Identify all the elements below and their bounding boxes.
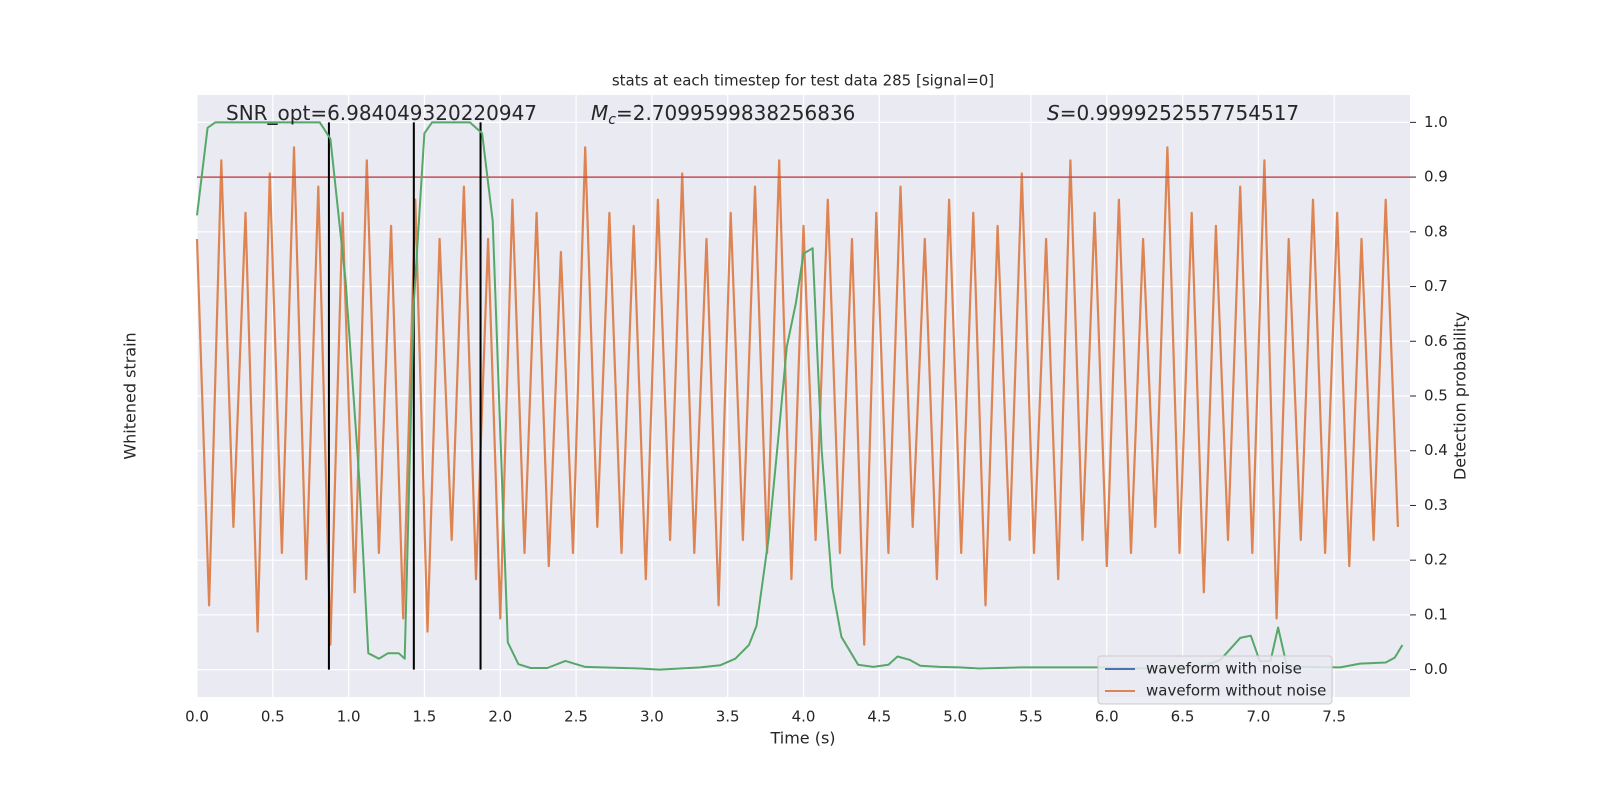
annotation-text: SNR_opt=6.984049320220947: [226, 101, 537, 125]
y2-axis-label: Detection probability: [1451, 312, 1470, 480]
x-tick-label: 7.0: [1246, 708, 1270, 726]
annotation: Mc=2.7099599838256836: [591, 101, 855, 129]
chart-title: stats at each timestep for test data 285…: [612, 72, 994, 90]
annotation: SNR_opt=6.984049320220947: [226, 101, 537, 125]
annotation-text: =2.7099599838256836: [616, 101, 855, 125]
x-tick-label: 5.5: [1019, 708, 1043, 726]
y2-tick-label: 0.0: [1424, 660, 1448, 678]
annotation-symbol: M: [591, 101, 608, 125]
legend-box: [1097, 655, 1333, 705]
waveform-line: [195, 146, 1399, 646]
x-tick-label: 1.5: [413, 708, 437, 726]
annotation: S=0.9999252557754517: [1047, 101, 1299, 125]
x-tick-label: 2.0: [488, 708, 512, 726]
x-tick-label: 3.5: [716, 708, 740, 726]
x-tick-label: 6.5: [1171, 708, 1195, 726]
x-axis-label: Time (s): [769, 729, 835, 748]
x-tick-label: 6.0: [1095, 708, 1119, 726]
legend-label: waveform without noise: [1146, 682, 1326, 700]
x-tick-label: 4.0: [792, 708, 816, 726]
x-tick-label: 3.0: [640, 708, 664, 726]
x-tick-label: 0.0: [185, 708, 209, 726]
x-tick-label: 7.5: [1322, 708, 1346, 726]
y2-tick-label: 0.6: [1424, 332, 1448, 350]
annotation-symbol: S: [1047, 101, 1060, 125]
annotation-text: =0.9999252557754517: [1060, 101, 1299, 125]
x-tick-label: 2.5: [564, 708, 588, 726]
y2-tick-label: 0.1: [1424, 605, 1448, 623]
probability-line: [196, 121, 1404, 671]
x-tick-label: 5.0: [943, 708, 967, 726]
x-tick-label: 4.5: [867, 708, 891, 726]
legend-label: waveform with noise: [1146, 660, 1302, 678]
y2-tick-label: 0.7: [1424, 277, 1448, 295]
y2-tick-label: 0.4: [1424, 441, 1448, 459]
y2-tick-label: 0.5: [1424, 387, 1448, 405]
y2-tick-label: 0.8: [1424, 222, 1448, 240]
y2-tick-label: 0.3: [1424, 496, 1448, 514]
annotation-subscript: c: [608, 112, 616, 128]
x-tick-label: 1.0: [337, 708, 361, 726]
y-axis-label: Whitened strain: [121, 332, 140, 459]
y2-tick-label: 0.9: [1424, 168, 1448, 186]
x-tick-label: 0.5: [261, 708, 285, 726]
plot-layer: [195, 95, 1416, 697]
y2-tick-label: 0.2: [1424, 551, 1448, 569]
y2-tick-label: 1.0: [1424, 113, 1448, 131]
